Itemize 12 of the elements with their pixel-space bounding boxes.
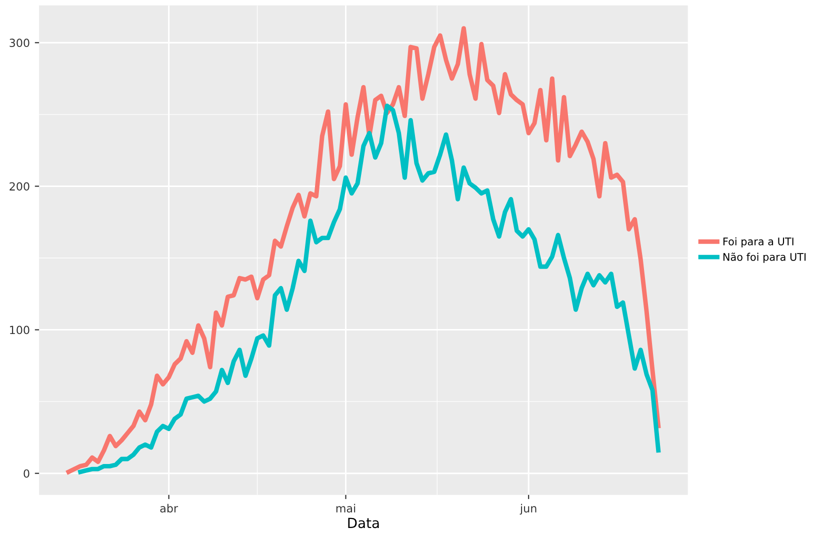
x-tick-label: jun — [520, 504, 536, 515]
y-tick-label: 300 — [10, 38, 30, 48]
y-tick-label: 0 — [24, 469, 30, 478]
legend-label: Foi para a UTI — [723, 237, 794, 248]
y-tick-label: 100 — [10, 326, 30, 334]
line-series — [66, 26, 661, 474]
x-tick-label: mai — [336, 504, 356, 513]
x-tick-label: abr — [160, 504, 178, 513]
x-axis-title: Data — [348, 518, 379, 528]
legend-label: Não foi para UTI — [723, 252, 806, 263]
y-tick-label: 200 — [10, 182, 30, 191]
line-series — [78, 104, 661, 474]
